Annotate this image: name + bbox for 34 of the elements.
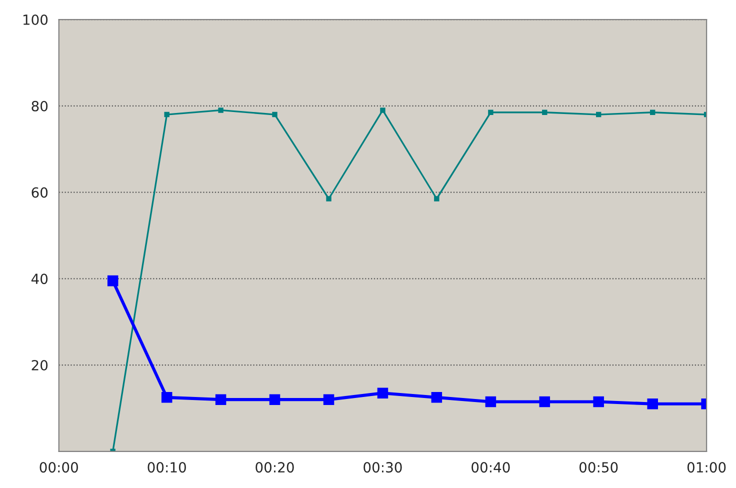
x-tick-label: 00:40 bbox=[472, 462, 510, 473]
point bbox=[488, 110, 494, 115]
y-tick-label: 80 bbox=[32, 100, 48, 112]
point bbox=[269, 394, 280, 405]
y-tick-label: 60 bbox=[32, 187, 48, 198]
x-tick-label: 00:20 bbox=[256, 462, 294, 473]
point bbox=[380, 108, 386, 113]
point bbox=[593, 396, 604, 408]
point bbox=[542, 110, 548, 115]
point bbox=[377, 388, 388, 398]
point bbox=[161, 392, 172, 403]
point bbox=[539, 396, 550, 408]
x-tick-label: 00:30 bbox=[364, 462, 402, 473]
point bbox=[650, 110, 656, 115]
point bbox=[218, 108, 224, 113]
point bbox=[326, 196, 332, 202]
point bbox=[431, 392, 442, 403]
y-tick-label: 40 bbox=[31, 274, 48, 284]
point bbox=[107, 275, 118, 286]
point bbox=[596, 112, 602, 118]
point bbox=[272, 112, 278, 118]
x-tick-label: 01:00 bbox=[687, 462, 726, 473]
point bbox=[215, 394, 226, 405]
point bbox=[164, 112, 170, 118]
line-series bbox=[110, 108, 707, 452]
point bbox=[485, 396, 496, 408]
x-tick-label: 00:10 bbox=[148, 462, 186, 473]
x-tick-label: 00:00 bbox=[40, 462, 78, 473]
y-tick-label: 20 bbox=[32, 360, 48, 370]
point bbox=[647, 398, 658, 410]
y-tick-label: 100 bbox=[23, 14, 48, 25]
point bbox=[323, 394, 334, 405]
x-tick-label: 00:50 bbox=[579, 462, 618, 473]
point bbox=[434, 196, 440, 202]
